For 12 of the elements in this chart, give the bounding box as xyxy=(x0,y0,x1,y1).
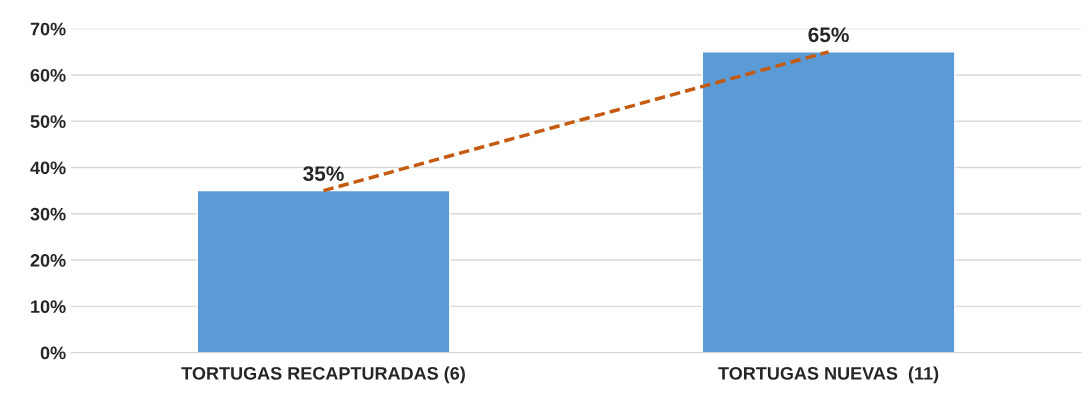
data-label: 35% xyxy=(303,166,344,182)
y-tick-label: 0% xyxy=(40,346,66,360)
y-tick-label: 60% xyxy=(30,68,66,82)
data-label: 65% xyxy=(808,27,849,43)
y-tick-label: 20% xyxy=(30,253,66,267)
y-tick-label: 30% xyxy=(30,207,66,221)
y-tick-label: 50% xyxy=(30,115,66,128)
y-tick-label: 40% xyxy=(30,161,66,175)
y-tick-label: 10% xyxy=(31,300,66,314)
x-tick-label: TORTUGAS RECAPTURADAS (6) xyxy=(181,366,465,384)
y-tick-label: 70% xyxy=(30,22,66,36)
x-tick-label: TORTUGAS NUEVAS (11) xyxy=(718,366,939,384)
